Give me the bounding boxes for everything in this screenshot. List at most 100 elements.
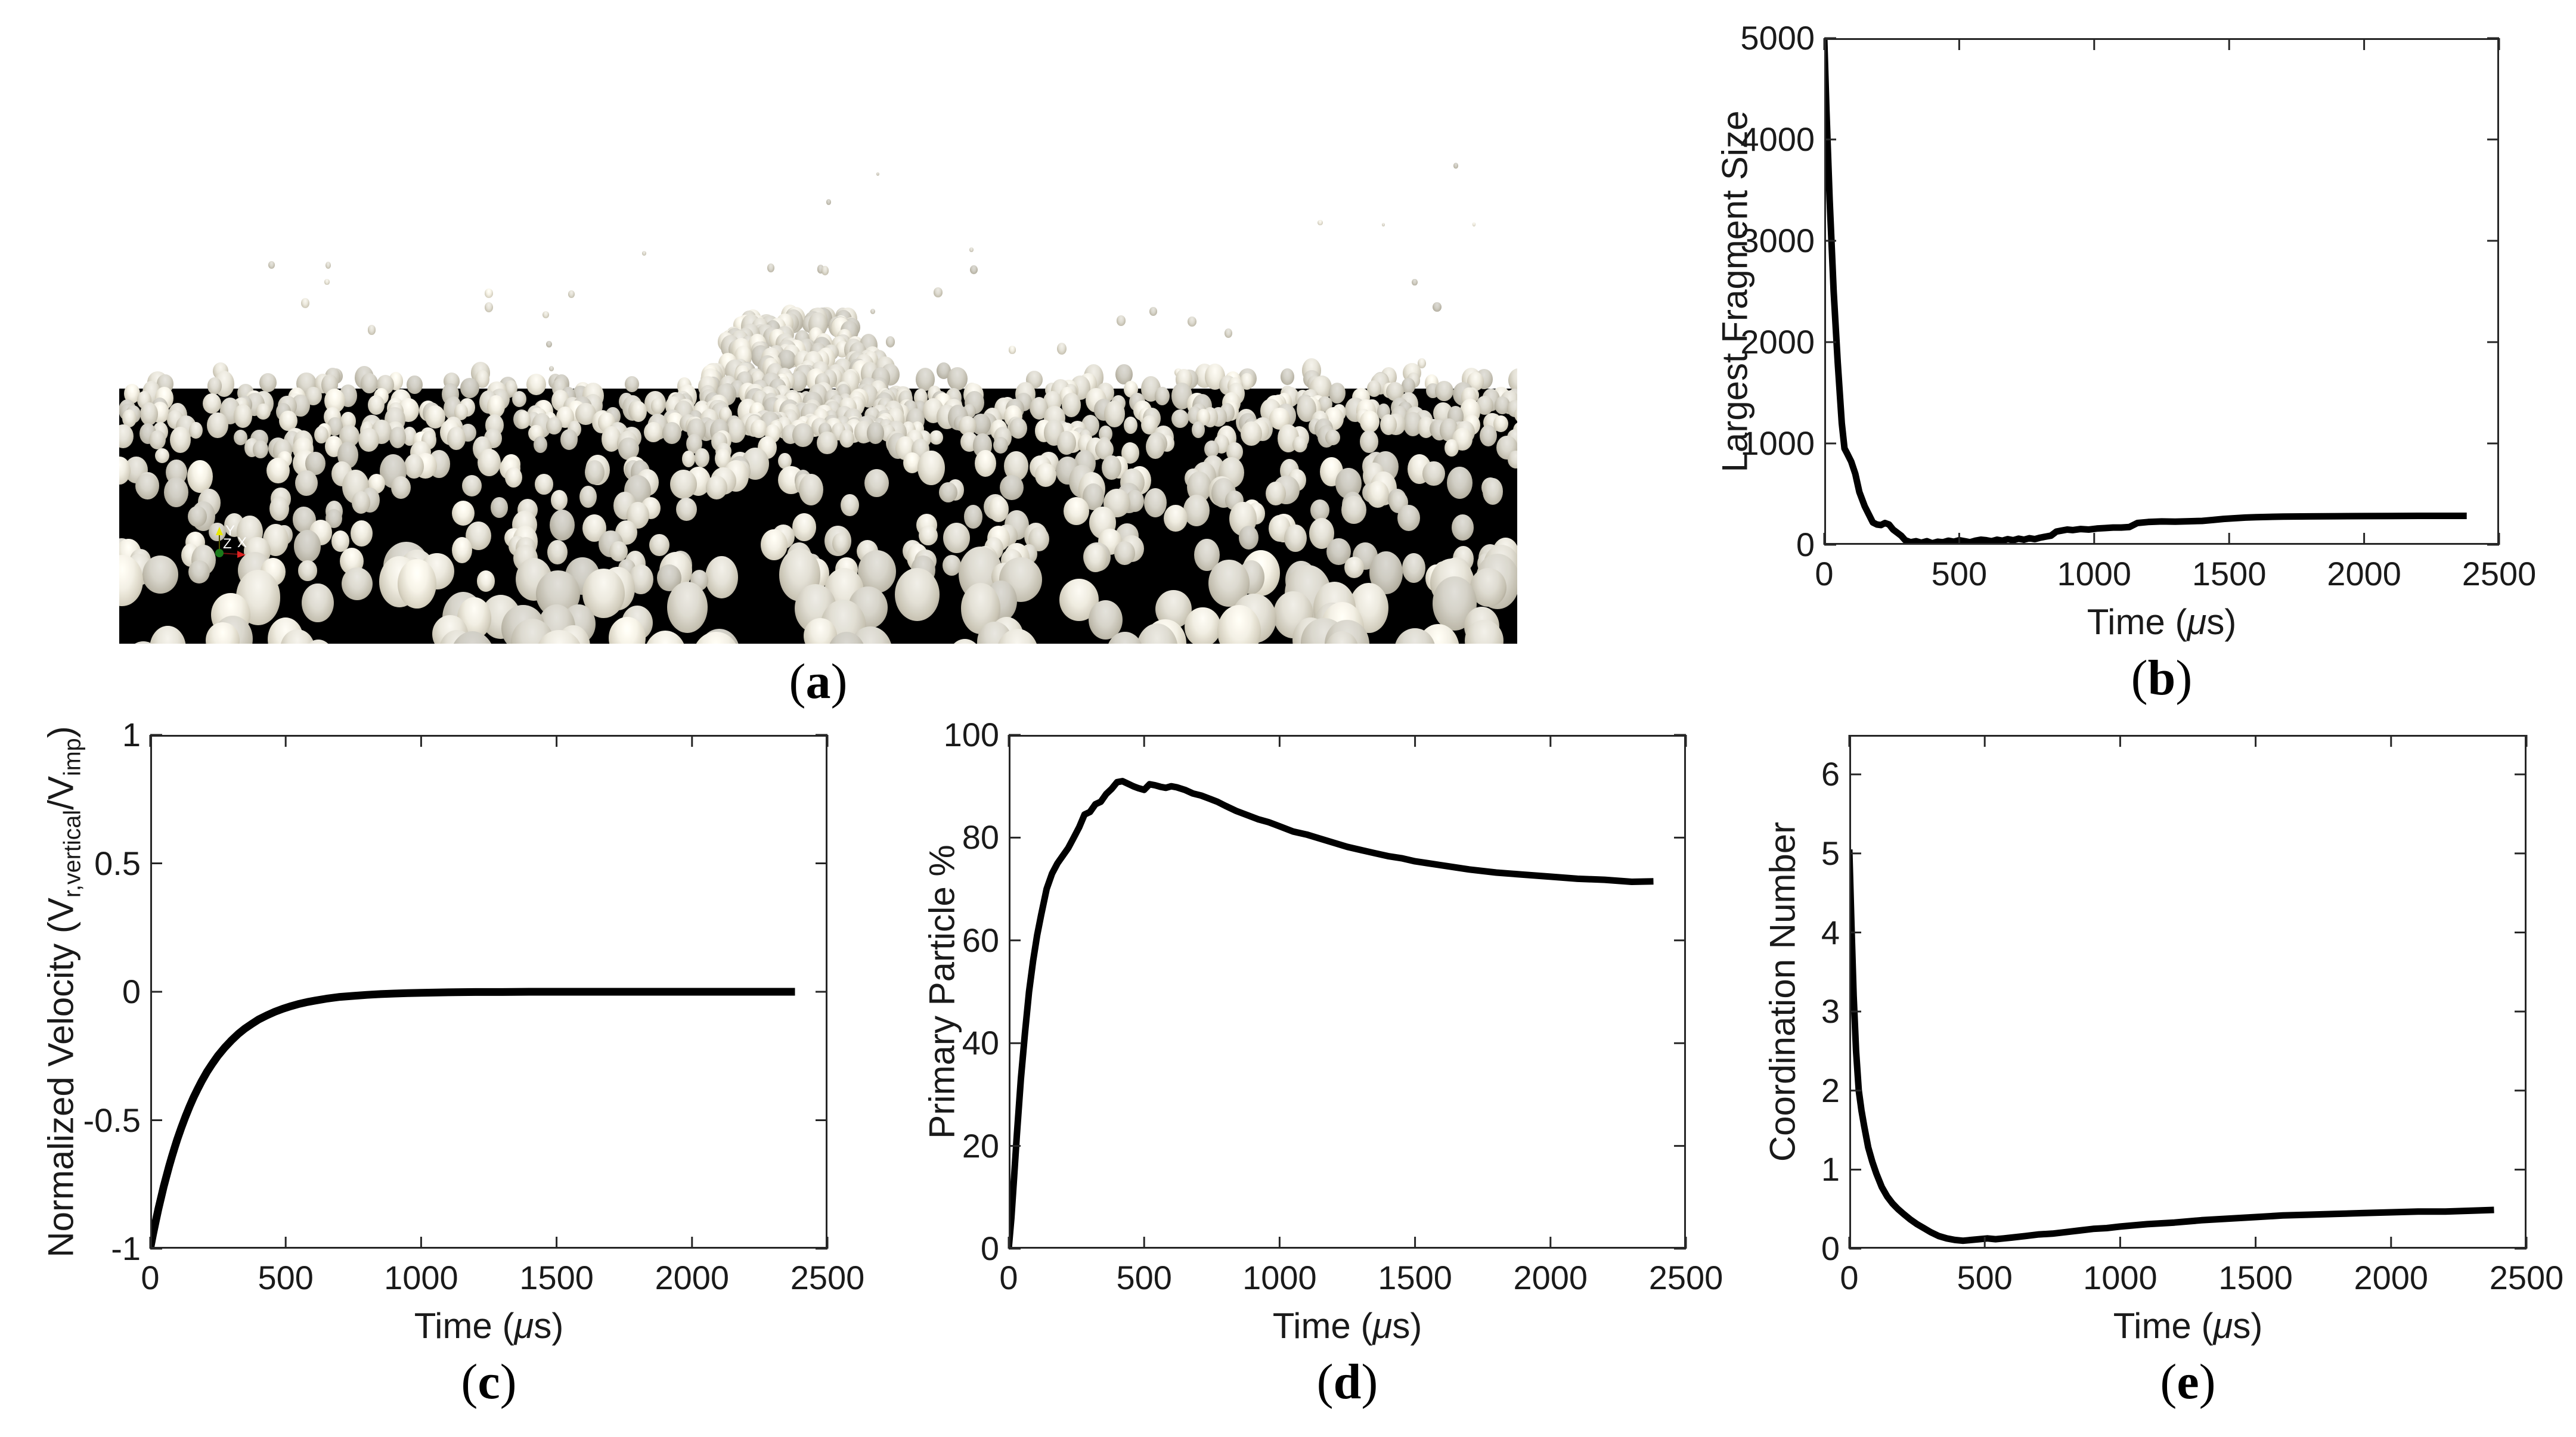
y-tick-label: 40 [962, 1024, 999, 1062]
x-tick-label: 2500 [2489, 1259, 2564, 1296]
particle-sphere-mid-field [391, 476, 411, 499]
particle-sphere-mid-field [649, 534, 669, 556]
particle-sphere-surface-band [486, 395, 506, 418]
chart-normalized-velocity: Normalized Velocity (Vr,vertical/Vimp) T… [41, 716, 865, 1410]
particle-sphere-ejecta [817, 265, 824, 274]
particle-sphere-mid-field [798, 473, 823, 506]
particle-sphere-foreground [705, 556, 738, 599]
particle-sphere-ejecta [1412, 278, 1418, 286]
particle-sphere-ejecta [1433, 302, 1442, 312]
x-axis-label-c: Time (μs) [414, 1306, 564, 1346]
particle-sphere-mid-field [1063, 496, 1090, 525]
particle-sphere-foreground [1184, 607, 1221, 644]
y-tick-label: -0.5 [83, 1101, 141, 1139]
y-axis-arrow-icon [216, 527, 223, 535]
particle-sphere-mid-field [1101, 455, 1121, 480]
particle-sphere-surface-band [750, 420, 767, 439]
particle-sphere-sky-specks [1453, 163, 1458, 169]
particle-sphere-mid-field [832, 532, 850, 554]
particle-sphere-mid-field [864, 468, 889, 497]
particle-sphere-ejecta [367, 325, 376, 335]
orientation-axes-triad: Y X Z [215, 523, 247, 558]
particle-sphere-foreground [948, 638, 982, 644]
x-tick-label: 1000 [384, 1259, 458, 1296]
x-tick-label: 1000 [2057, 555, 2132, 592]
particle-sphere-foreground [1217, 605, 1261, 644]
data-line-b [1824, 38, 2467, 545]
particle-sphere-surface-band [1146, 434, 1165, 459]
particle-sphere-mid-field [840, 494, 859, 517]
particle-sphere-surface-band [504, 380, 518, 396]
y-tick-label: 2 [1821, 1071, 1840, 1109]
particle-sphere-surface-band [253, 440, 268, 459]
data-line-d [1009, 778, 1654, 1249]
particle-sphere-mid-field [705, 476, 728, 499]
particle-sphere-surface-band [314, 426, 328, 443]
axes-box [1009, 735, 1686, 1249]
particle-sphere-mid-field [938, 482, 958, 503]
particle-sphere-mid-field [451, 501, 475, 526]
particle-sphere-mid-field [547, 540, 568, 564]
particle-sphere-ejecta [933, 287, 943, 298]
particle-sphere-mid-field [1446, 466, 1473, 499]
particle-sphere-surface-band [256, 404, 271, 420]
y-tick-label: 1000 [1740, 424, 1815, 462]
y-tick-label: 0 [1821, 1230, 1840, 1267]
particle-sphere-mid-field [1402, 553, 1426, 584]
particle-sphere-surface-band [681, 451, 696, 468]
particle-sphere-foreground [894, 568, 940, 622]
x-tick-label: 500 [1116, 1259, 1172, 1296]
particle-sphere-mid-field [188, 560, 210, 584]
particle-sphere-ejecta [268, 261, 275, 269]
particle-sphere-surface-band [1239, 373, 1254, 390]
particle-sphere-foreground [302, 583, 334, 623]
particle-sphere-surface-band [947, 367, 968, 390]
particle-sphere-sky-specks [1318, 219, 1323, 226]
y-tick-label: 4 [1821, 913, 1840, 951]
particle-sphere-ejecta [1187, 316, 1196, 327]
particle-sphere-mid-field [1451, 514, 1474, 541]
particle-sphere-foreground [827, 631, 867, 644]
particle-sphere-surface-band [625, 376, 640, 393]
data-line-c [150, 988, 795, 1249]
particle-sphere-mid-field [549, 510, 575, 541]
particle-sphere-surface-band [662, 422, 681, 445]
panel-label-b: (b) [2131, 650, 2193, 706]
particle-sphere-surface-band [817, 431, 838, 454]
particle-sphere-surface-band [1479, 425, 1497, 447]
x-tick-label: 1500 [2191, 555, 2267, 592]
particle-sphere-surface-band [618, 437, 640, 460]
data-line-e [1849, 849, 2494, 1244]
particle-sphere-ejecta [301, 298, 309, 309]
particle-sphere-surface-band [650, 398, 665, 414]
particle-sphere-surface-band [259, 373, 277, 393]
particle-sphere-surface-band [526, 373, 546, 396]
chart-largest-fragment-size: Largest Fragment Size Time (μs) (b) 0 500… [1715, 20, 2537, 706]
particle-sphere-ejecta [485, 288, 494, 298]
particle-sphere-sky-specks [1381, 222, 1385, 227]
y-tick-label: 20 [962, 1126, 999, 1165]
x-tick-label: 1000 [2083, 1259, 2157, 1296]
particle-sphere-mid-field [942, 555, 961, 576]
panel-label-c: (c) [461, 1354, 517, 1410]
y-tick-label: 3000 [1740, 222, 1815, 259]
particle-sphere-ejecta [543, 311, 550, 318]
particle-sphere-ejecta [326, 262, 331, 269]
y-tick-label: 5000 [1740, 19, 1815, 57]
y-tick-label: 100 [943, 716, 999, 753]
particle-sphere-mid-field [135, 474, 159, 498]
particle-sphere-ejecta [1149, 307, 1158, 316]
particle-sphere-sky-specks [641, 250, 647, 256]
axes-box [1824, 38, 2499, 545]
particle-sphere-ejecta [767, 263, 775, 272]
particle-sphere-ejecta [545, 340, 552, 348]
particle-sphere-mid-field [295, 470, 318, 496]
particle-sphere-surface-band [1061, 392, 1081, 417]
particle-sphere-mid-field [504, 467, 522, 488]
x-tick-label: 2500 [1648, 1259, 1723, 1296]
particle-sphere-mid-field [943, 523, 970, 554]
y-tick-label: 80 [962, 818, 999, 856]
particle-sphere-mid-field [1114, 541, 1136, 566]
particle-sphere-surface-band [407, 375, 423, 394]
panel-label-d: (d) [1316, 1354, 1378, 1410]
